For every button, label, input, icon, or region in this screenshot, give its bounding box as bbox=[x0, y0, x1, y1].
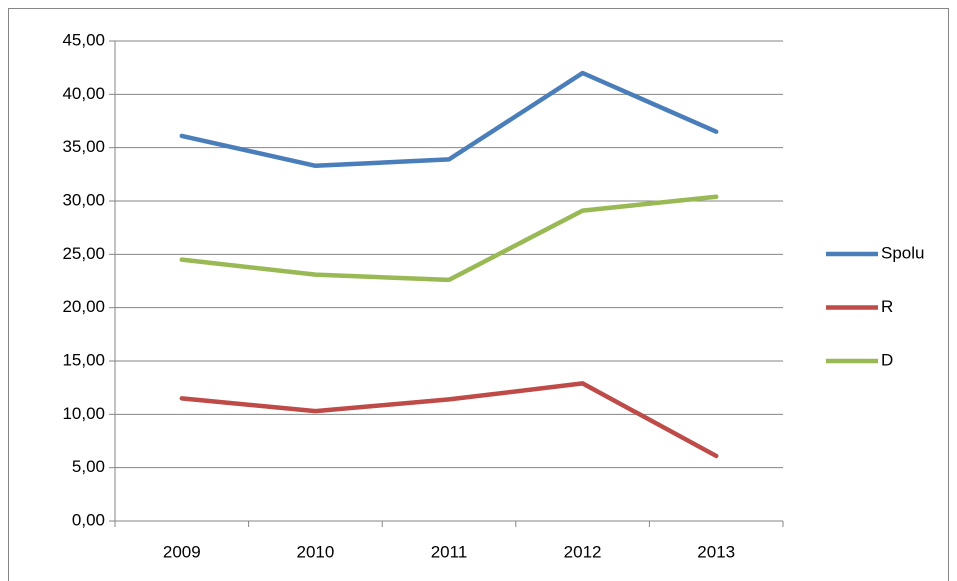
legend-label: R bbox=[881, 297, 893, 316]
data-line bbox=[179, 70, 719, 169]
x-tick-label: 2011 bbox=[431, 542, 468, 561]
y-tick-label: 10,00 bbox=[62, 404, 105, 423]
data-line bbox=[179, 381, 719, 459]
legend-label: Spolu bbox=[881, 243, 924, 262]
x-tick-label: 2013 bbox=[697, 542, 735, 561]
y-tick-label: 30,00 bbox=[62, 190, 105, 209]
data-line bbox=[179, 194, 719, 283]
y-tick-label: 15,00 bbox=[62, 350, 105, 369]
x-tick-label: 2009 bbox=[163, 542, 201, 561]
y-tick-label: 35,00 bbox=[62, 137, 105, 156]
x-tick-label: 2010 bbox=[296, 542, 334, 561]
y-tick-label: 40,00 bbox=[62, 84, 105, 103]
legend-label: D bbox=[881, 350, 893, 369]
chart-frame bbox=[8, 8, 949, 581]
y-tick-label: 20,00 bbox=[62, 297, 105, 316]
y-tick-label: 45,00 bbox=[62, 30, 105, 49]
x-tick-label: 2012 bbox=[564, 542, 602, 561]
y-tick-label: 5,00 bbox=[72, 457, 105, 476]
y-tick-label: 25,00 bbox=[62, 244, 105, 263]
y-tick-label: 0,00 bbox=[72, 510, 105, 529]
